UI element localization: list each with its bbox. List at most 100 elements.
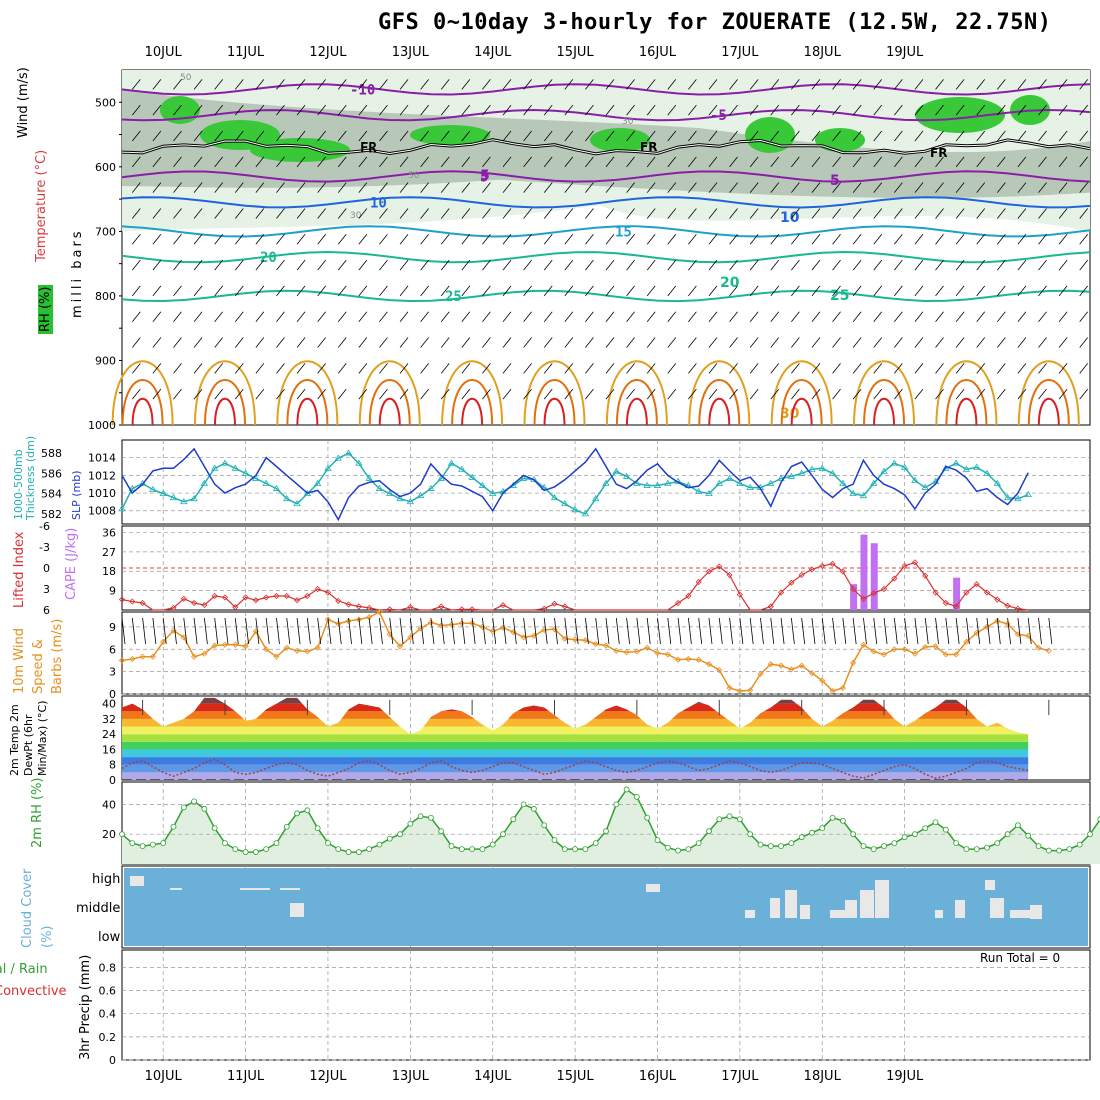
wind-barb (399, 104, 409, 116)
wind-barb (646, 104, 656, 116)
wind-barb (832, 337, 841, 348)
thickness-point (777, 474, 785, 481)
temperature-contour (121, 196, 1091, 209)
rh2m-point (211, 825, 218, 832)
wind-barb (317, 182, 326, 193)
cape-bar (850, 584, 858, 610)
wind-barb (646, 156, 656, 168)
thickness-point (437, 474, 445, 481)
wind-barb (852, 182, 862, 193)
wind-barb (234, 388, 244, 400)
thickness-point (900, 463, 909, 470)
rh2m-point (283, 823, 290, 830)
lifted-index-point (685, 592, 692, 600)
lifted-index-point (324, 589, 332, 596)
thickness-point (489, 489, 497, 497)
wind-barb (214, 234, 223, 245)
warm-contour (698, 379, 741, 426)
wind-barb (832, 285, 841, 297)
slp-tick: 1008 (88, 505, 116, 518)
thickness-point (561, 499, 569, 507)
slp-tick: 1010 (88, 487, 116, 500)
contour-label: FR (640, 140, 657, 154)
lifted-index-point (170, 604, 177, 611)
wind-barb (935, 617, 939, 645)
wind-barb (502, 337, 512, 348)
date-label-top: 17JUL (721, 45, 759, 60)
wind-speed-point (901, 646, 908, 653)
wind-barb (1058, 311, 1068, 322)
temp-band (122, 741, 1029, 750)
wind-barb (791, 156, 800, 168)
warm-contour (605, 360, 668, 426)
rh2m-point (922, 825, 929, 832)
wind-barb (1017, 182, 1027, 193)
wind-barb (255, 156, 265, 168)
wind-barb (873, 388, 883, 400)
date-label-top: 15JUL (557, 45, 595, 60)
date-label-bottom: 13JUL (392, 1069, 430, 1084)
wind-barb (502, 259, 512, 271)
thickness-point (622, 472, 631, 479)
wind-speed-point (242, 643, 249, 650)
wind-barb (306, 617, 311, 645)
rh2m-point (757, 841, 764, 848)
wind-barb (708, 285, 718, 297)
wind-barb (234, 104, 244, 116)
precip-tick: 0 (109, 1054, 116, 1067)
rh2m-label: 2m RH (%) (30, 777, 45, 848)
wind-speed-point (695, 656, 702, 663)
temp-band (122, 726, 1029, 735)
wind-barb (832, 363, 841, 374)
rh2m-point (500, 831, 506, 838)
wind-barb (605, 79, 615, 90)
wind-barb (317, 388, 326, 400)
wind-barb (358, 79, 368, 90)
wind-barb (626, 388, 635, 400)
wind-barb (749, 208, 759, 219)
wind-barb (337, 130, 347, 142)
wind-barb (873, 130, 883, 142)
wind-speed-point (582, 637, 589, 644)
thickness-point (252, 474, 260, 481)
contour-label: 5 (480, 168, 490, 184)
freezing-contour-inner (121, 139, 1091, 155)
thickness-point (272, 484, 281, 491)
lifted-index-point (314, 585, 321, 593)
lifted-index-point (201, 602, 208, 609)
wind-barb (955, 156, 965, 168)
rh2m-point (870, 846, 877, 852)
wind-barb (564, 311, 574, 322)
temp-band (122, 764, 1029, 773)
wind-barb (482, 311, 491, 322)
wind-barb (935, 208, 944, 219)
wind-barb (337, 208, 347, 219)
cloud-background (124, 868, 1088, 946)
slp-line (121, 447, 1029, 522)
wind-barb (791, 104, 800, 116)
rh2m-point (633, 794, 640, 800)
wind-barb (193, 182, 203, 193)
wind-barb (914, 156, 924, 168)
lifted-index-point (386, 606, 393, 613)
wind-barb (914, 311, 924, 322)
thickness-point (725, 474, 734, 481)
thickness-point (447, 459, 456, 466)
wind-barb (986, 617, 991, 645)
date-label-bottom: 17JUL (721, 1069, 759, 1084)
wind-barb (749, 259, 759, 271)
lifted-index-point (283, 592, 290, 600)
wind-barb (1079, 259, 1089, 271)
wind-barb (379, 79, 388, 90)
wind-speed-point (221, 641, 229, 648)
wind-barb (152, 130, 162, 142)
wind-barb (667, 79, 677, 90)
wind-barb (234, 130, 244, 142)
wind-barb (605, 388, 615, 400)
wind-barb (997, 285, 1006, 297)
wind-barb (440, 182, 450, 193)
rh2m-point (263, 846, 270, 852)
contour-label: 25 (830, 288, 849, 304)
temp-tick: 40 (102, 698, 116, 711)
